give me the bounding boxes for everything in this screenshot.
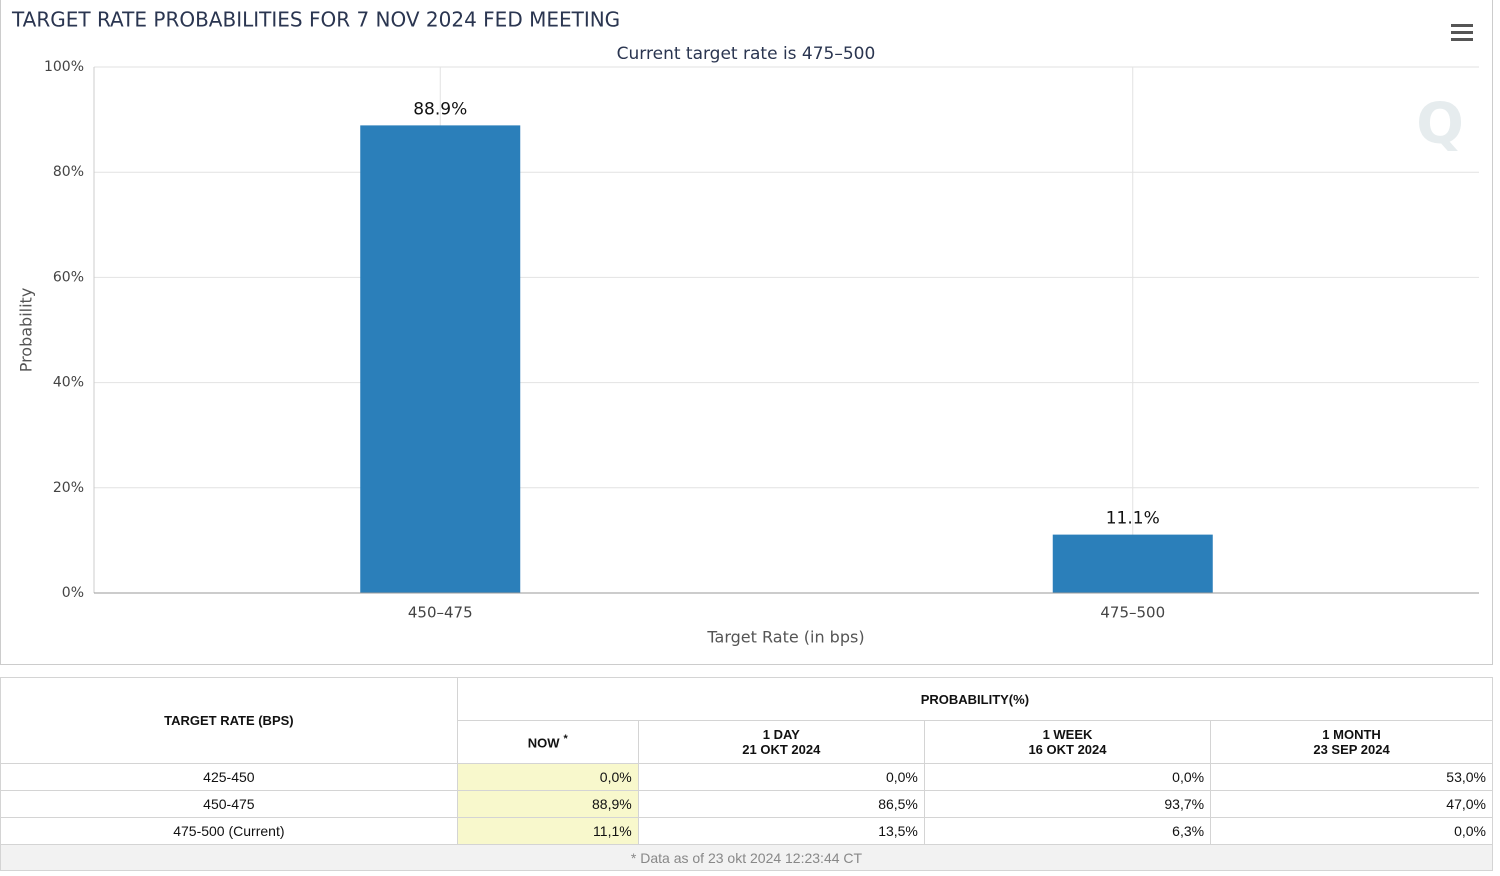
y-axis-title: Probability bbox=[17, 288, 36, 373]
probability-table: TARGET RATE (BPS) PROBABILITY(%) NOW * 1 DAY… bbox=[0, 677, 1494, 871]
footnote-text: * Data as of 23 okt 2024 12:23:44 CT bbox=[630, 849, 863, 866]
value-cell-text: 0,0% bbox=[1172, 769, 1205, 785]
table-row: * Data as of 23 okt 2024 12:23:44 CT bbox=[0, 844, 1493, 871]
value-cell-text: 53,0% bbox=[1446, 769, 1486, 785]
column-header-text: NOW bbox=[527, 735, 560, 751]
table-row: 475-500 (Current) 11,1% 13,5% 6,3% 0,0% bbox=[0, 817, 1493, 845]
rate-cell-text: 425-450 bbox=[203, 769, 255, 785]
value-cell: 11,1% bbox=[456, 817, 639, 845]
value-cell: 0,0% bbox=[637, 763, 925, 791]
y-tick-label: 100% bbox=[44, 59, 84, 75]
y-tick-label: 80% bbox=[53, 164, 84, 180]
y-tick-label: 40% bbox=[53, 375, 84, 391]
y-tick-label: 60% bbox=[53, 269, 84, 285]
value-cell-text: 11,1% bbox=[593, 823, 632, 839]
y-tick-label: 20% bbox=[53, 480, 84, 496]
column-header-text: 1 DAY bbox=[762, 727, 800, 742]
rate-cell: 475-500 (Current) bbox=[0, 817, 458, 845]
value-cell-text: 47,0% bbox=[1446, 796, 1486, 812]
column-header: NOW * bbox=[456, 720, 639, 764]
column-date: 16 OKT 2024 bbox=[1028, 742, 1107, 757]
rate-cell-text: 450-475 bbox=[203, 796, 255, 812]
value-cell: 0,0% bbox=[923, 763, 1212, 791]
x-axis-title: Target Rate (in bps) bbox=[706, 628, 864, 647]
x-tick-label: 475–500 bbox=[1100, 604, 1165, 622]
chart-frame bbox=[0, 0, 1493, 665]
chart-title: TARGET RATE PROBABILITIES FOR 7 NOV 2024… bbox=[11, 8, 620, 32]
column-date: 21 OKT 2024 bbox=[742, 742, 821, 757]
data-label: 88.9% bbox=[413, 99, 467, 119]
table-row: 450-475 88,9% 86,5% 93,7% 47,0% bbox=[0, 790, 1493, 818]
rate-header: TARGET RATE (BPS) bbox=[0, 677, 458, 764]
column-note: * bbox=[563, 733, 568, 746]
value-cell-text: 0,0% bbox=[885, 769, 918, 785]
rate-cell-text: 475-500 (Current) bbox=[173, 823, 285, 839]
column-header: 1 DAY 21 OKT 2024 bbox=[637, 720, 925, 764]
value-cell-text: 0,0% bbox=[1454, 823, 1486, 839]
rate-header-text: TARGET RATE (BPS) bbox=[164, 713, 294, 728]
value-cell: 13,5% bbox=[637, 817, 925, 845]
table-row: NOW * 1 DAY 21 OKT 2024 1 WEEK 16 OKT 2024 1 M… bbox=[1, 720, 1493, 764]
rate-cell: 450-475 bbox=[0, 790, 458, 818]
bar bbox=[1052, 534, 1213, 593]
value-cell-text: 93,7% bbox=[1164, 796, 1205, 812]
value-cell: 53,0% bbox=[1210, 763, 1493, 791]
probability-header: PROBABILITY(%) bbox=[456, 677, 1494, 721]
value-cell: 0,0% bbox=[456, 763, 639, 791]
value-cell-text: 0,0% bbox=[599, 769, 632, 785]
table-row: TARGET RATE (BPS) PROBABILITY(%) bbox=[0, 677, 1494, 764]
value-cell: 47,0% bbox=[1210, 790, 1493, 818]
value-cell-text: 6,3% bbox=[1172, 823, 1205, 839]
value-cell: 93,7% bbox=[923, 790, 1212, 818]
y-tick-label: 0% bbox=[62, 585, 84, 601]
value-cell-text: 13,5% bbox=[878, 823, 918, 839]
value-cell: 86,5% bbox=[637, 790, 925, 818]
watermark: Q bbox=[1416, 92, 1464, 157]
rate-cell: 425-450 bbox=[0, 763, 458, 791]
table-row: 425-450 0,0% 0,0% 0,0% 53,0% bbox=[0, 763, 1493, 791]
chart-subtitle: Current target rate is 475–500 bbox=[617, 44, 876, 64]
probability-header-text: PROBABILITY(%) bbox=[920, 691, 1030, 707]
chart: TARGET RATE PROBABILITIES FOR 7 NOV 2024… bbox=[11, 8, 1479, 647]
data-label: 11.1% bbox=[1106, 509, 1160, 529]
value-cell-text: 88,9% bbox=[592, 796, 632, 812]
bar bbox=[360, 125, 521, 594]
column-header: 1 WEEK 16 OKT 2024 bbox=[923, 720, 1212, 764]
value-cell-text: 86,5% bbox=[878, 796, 918, 812]
x-tick-label: 450–475 bbox=[408, 604, 473, 622]
column-header-text: 1 MONTH bbox=[1322, 727, 1381, 742]
footnote: * Data as of 23 okt 2024 12:23:44 CT bbox=[0, 844, 1493, 871]
column-date: 23 SEP 2024 bbox=[1313, 742, 1390, 757]
value-cell: 0,0% bbox=[1210, 817, 1493, 845]
value-cell: 6,3% bbox=[923, 817, 1212, 845]
menu-button[interactable] bbox=[1448, 20, 1476, 44]
value-cell: 88,9% bbox=[456, 790, 639, 818]
column-header: 1 MONTH 23 SEP 2024 bbox=[1210, 720, 1493, 764]
column-header-text: 1 WEEK bbox=[1042, 727, 1093, 742]
